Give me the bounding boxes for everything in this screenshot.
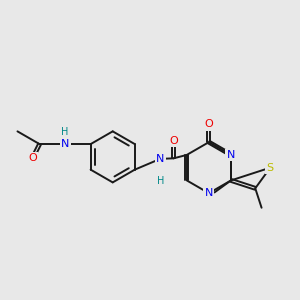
Text: O: O — [169, 136, 178, 146]
Text: N: N — [156, 154, 164, 164]
Text: S: S — [267, 163, 274, 173]
Text: O: O — [205, 119, 213, 130]
Text: N: N — [205, 188, 213, 198]
Text: O: O — [28, 153, 37, 163]
Text: H: H — [61, 127, 69, 137]
Text: N: N — [61, 139, 69, 149]
Text: H: H — [157, 176, 164, 186]
Text: N: N — [227, 150, 235, 160]
